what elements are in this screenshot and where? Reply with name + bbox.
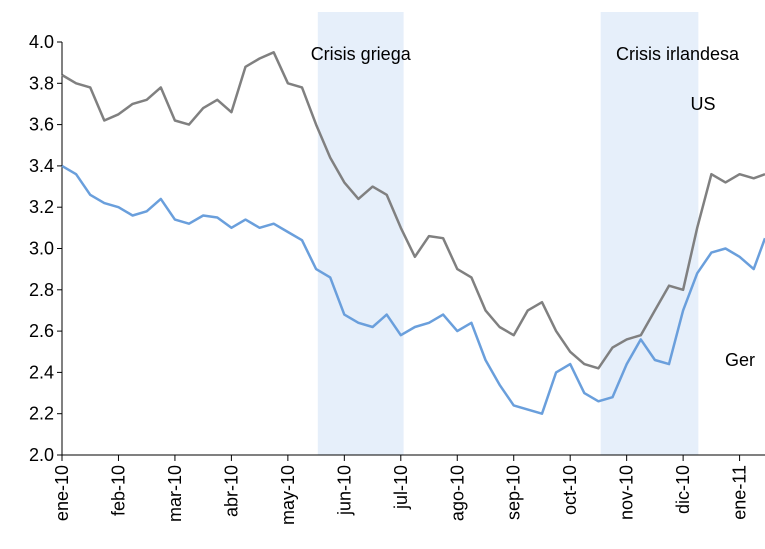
series-line: [61, 164, 765, 415]
x-tick-label: jul-10: [391, 465, 411, 510]
x-tick-label: may-10: [278, 465, 298, 525]
x-tick-label: jun-10: [334, 465, 354, 516]
y-tick-label: 2.8: [29, 280, 54, 300]
x-tick-label: ene-11: [730, 465, 750, 520]
series-line: [61, 51, 765, 370]
region-label: Crisis irlandesa: [616, 44, 740, 64]
x-tick-label: sep-10: [504, 465, 524, 520]
y-tick-label: 3.6: [29, 115, 54, 135]
y-tick-label: 3.2: [29, 197, 54, 217]
x-tick-label: nov-10: [617, 465, 637, 520]
x-tick-label: feb-10: [108, 465, 128, 516]
y-tick-label: 2.0: [29, 445, 54, 465]
x-tick-label: ene-10: [52, 465, 72, 521]
y-tick-label: 3.4: [29, 156, 54, 176]
y-tick-label: 3.8: [29, 73, 54, 93]
series-label: US: [690, 94, 715, 114]
x-tick-label: ago-10: [447, 465, 467, 521]
x-tick-label: mar-10: [165, 465, 185, 522]
y-tick-label: 2.4: [29, 362, 54, 382]
y-tick-label: 2.6: [29, 321, 54, 341]
shaded-region: [317, 12, 404, 455]
x-tick-label: abr-10: [221, 465, 241, 517]
y-tick-label: 3.0: [29, 239, 54, 259]
y-tick-label: 4.0: [29, 32, 54, 52]
x-tick-label: dic-10: [673, 465, 693, 514]
series-label: Ger: [725, 350, 755, 370]
shaded-region: [600, 12, 699, 455]
y-tick-label: 2.2: [29, 404, 54, 424]
region-label: Crisis griega: [311, 44, 412, 64]
x-tick-label: oct-10: [560, 465, 580, 515]
